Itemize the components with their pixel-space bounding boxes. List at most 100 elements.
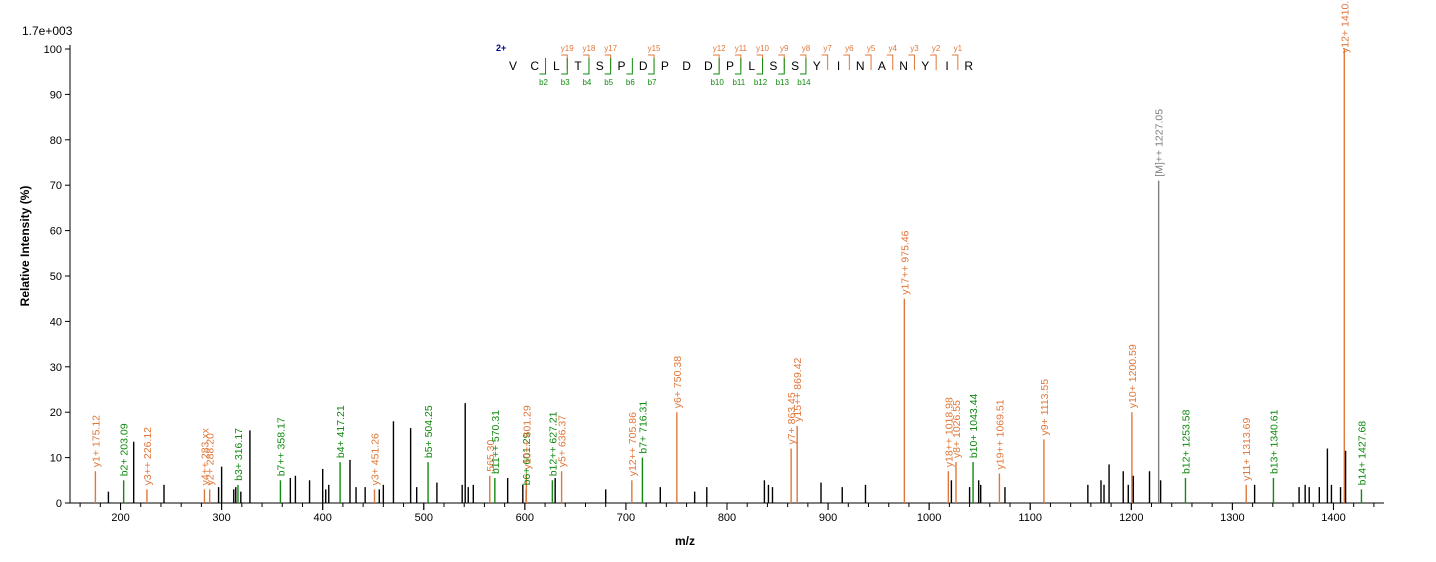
x-tick-label: 1200 bbox=[1119, 512, 1143, 524]
peak-label: y10++ 601.29 bbox=[521, 405, 533, 469]
peaks bbox=[94, 49, 1363, 503]
y-ion-label: y12 bbox=[713, 44, 726, 53]
peak-label: b11++ 570.31 bbox=[490, 410, 502, 474]
b-ion-bracket bbox=[756, 58, 764, 75]
residue: Y bbox=[813, 59, 821, 73]
peak-label: y2+ 288.20 bbox=[205, 433, 217, 485]
peak-label: b14+ 1427.68 bbox=[1356, 421, 1368, 486]
y-ion-label: y11 bbox=[735, 44, 748, 53]
y-ion-label: y6 bbox=[845, 44, 854, 53]
y-ion-label: y2 bbox=[932, 44, 941, 53]
b-ion-label: b6 bbox=[626, 78, 635, 87]
y-ion-bracket bbox=[604, 54, 612, 70]
b-ion-bracket bbox=[539, 58, 547, 75]
y-ion-label: y1 bbox=[954, 44, 963, 53]
residue: I bbox=[945, 59, 948, 73]
residue: D bbox=[704, 59, 713, 73]
peak-label: y12+ 1410.72 bbox=[1339, 0, 1351, 53]
y-ion-bracket bbox=[734, 54, 742, 70]
peak-label: y5+ 636.37 bbox=[557, 415, 569, 467]
x-tick-label: 500 bbox=[415, 512, 433, 524]
peak-label: y1+ 175.12 bbox=[90, 415, 102, 467]
residue: V bbox=[509, 59, 517, 73]
b-ion-bracket bbox=[648, 58, 655, 75]
residue: Y bbox=[921, 59, 929, 73]
peak-label: y10+ 1200.59 bbox=[1127, 344, 1139, 408]
residue: L bbox=[748, 59, 755, 73]
peak-label: b10+ 1043.44 bbox=[968, 393, 980, 458]
peak-label: y12++ 705.86 bbox=[627, 412, 639, 476]
y-ion-bracket bbox=[561, 54, 568, 70]
b-ion-bracket bbox=[604, 58, 612, 75]
x-tick-label: 1000 bbox=[917, 512, 941, 524]
y-ion-label: y19 bbox=[561, 44, 574, 53]
b-ion-bracket bbox=[778, 58, 785, 75]
peak-label: b12++ 627.21 bbox=[547, 411, 559, 476]
y-tick-label: 10 bbox=[50, 453, 62, 465]
y-ion-bracket bbox=[930, 54, 937, 70]
x-tick-label: 1400 bbox=[1321, 512, 1345, 524]
b-ion-label: b12 bbox=[754, 78, 768, 87]
peak-label: y8+ 1026.55 bbox=[951, 400, 963, 458]
y-ion-bracket bbox=[778, 54, 785, 70]
peak-label: y19++ 1069.51 bbox=[994, 399, 1006, 469]
y-tick-label: 30 bbox=[50, 362, 62, 374]
residue: P bbox=[726, 59, 734, 73]
y-ion-label: y4 bbox=[889, 44, 898, 53]
residue: T bbox=[574, 59, 582, 73]
charge-state: 2+ bbox=[496, 43, 506, 53]
y-axis-label: Relative Intensity (%) bbox=[18, 186, 32, 307]
y-ion-label: y8 bbox=[802, 44, 811, 53]
b-ion-bracket bbox=[799, 58, 807, 75]
peak-labels: y1+ 175.12 b2+ 203.09 y3++ 226.12 y4++ 283.… bbox=[90, 0, 1368, 485]
y-ion-label: y18 bbox=[582, 44, 595, 53]
residue: P bbox=[661, 59, 669, 73]
b-ion-label: b13 bbox=[776, 78, 790, 87]
peak-label: 565.30 bbox=[485, 439, 497, 471]
b-ion-label: b2 bbox=[539, 78, 548, 87]
y-tick-label: 50 bbox=[50, 271, 62, 283]
b-ion-bracket bbox=[561, 58, 568, 75]
x-tick-label: 700 bbox=[617, 512, 635, 524]
peak-label: y6+ 750.38 bbox=[672, 356, 684, 408]
b-ion-label: b14 bbox=[797, 78, 811, 87]
y-tick-label: 100 bbox=[44, 44, 62, 56]
residue: D bbox=[682, 59, 691, 73]
y-ion-label: y17 bbox=[604, 44, 617, 53]
peak-label: y11+ 1313.69 bbox=[1241, 418, 1253, 481]
residue: C bbox=[530, 59, 539, 73]
x-tick-label: 400 bbox=[314, 512, 332, 524]
residue: A bbox=[878, 59, 886, 73]
b-ion-label: b10 bbox=[710, 78, 724, 87]
y-tick-label: 0 bbox=[56, 498, 62, 510]
x-tick-label: 600 bbox=[516, 512, 534, 524]
y-ion-bracket bbox=[843, 54, 850, 70]
peak-label: b5+ 504.25 bbox=[423, 405, 435, 458]
residue: S bbox=[791, 59, 799, 73]
peak-label: y4++ 283.xx bbox=[199, 427, 211, 485]
y-ion-label: y3 bbox=[910, 44, 919, 53]
peak-label: y15++ 869.42 bbox=[792, 357, 804, 421]
x-tick-label: 800 bbox=[718, 512, 736, 524]
intensity-scale-label: 1.7e+003 bbox=[22, 24, 73, 38]
peak-label: y17++ 975.46 bbox=[899, 230, 911, 294]
axes: 0 10 20 30 40 50 60 70 80 90 100 200 300 400 500 600 700… bbox=[44, 44, 1384, 524]
residue: P bbox=[617, 59, 625, 73]
x-tick-label: 900 bbox=[819, 512, 837, 524]
b-ion-bracket bbox=[626, 58, 633, 75]
b-ion-bracket bbox=[582, 58, 590, 75]
peak-label: y7+ 863.45 bbox=[786, 392, 798, 444]
x-tick-label: 1300 bbox=[1220, 512, 1244, 524]
y-ion-bracket bbox=[865, 54, 872, 70]
x-tick-label: 300 bbox=[212, 512, 230, 524]
b-ion-label: b3 bbox=[561, 78, 570, 87]
peak-label: b4+ 417.21 bbox=[335, 405, 347, 458]
residue: N bbox=[899, 59, 908, 73]
residue: R bbox=[964, 59, 973, 73]
y-ion-bracket bbox=[713, 54, 720, 70]
y-ion-bracket bbox=[886, 54, 894, 70]
y-ion-bracket bbox=[821, 54, 829, 70]
